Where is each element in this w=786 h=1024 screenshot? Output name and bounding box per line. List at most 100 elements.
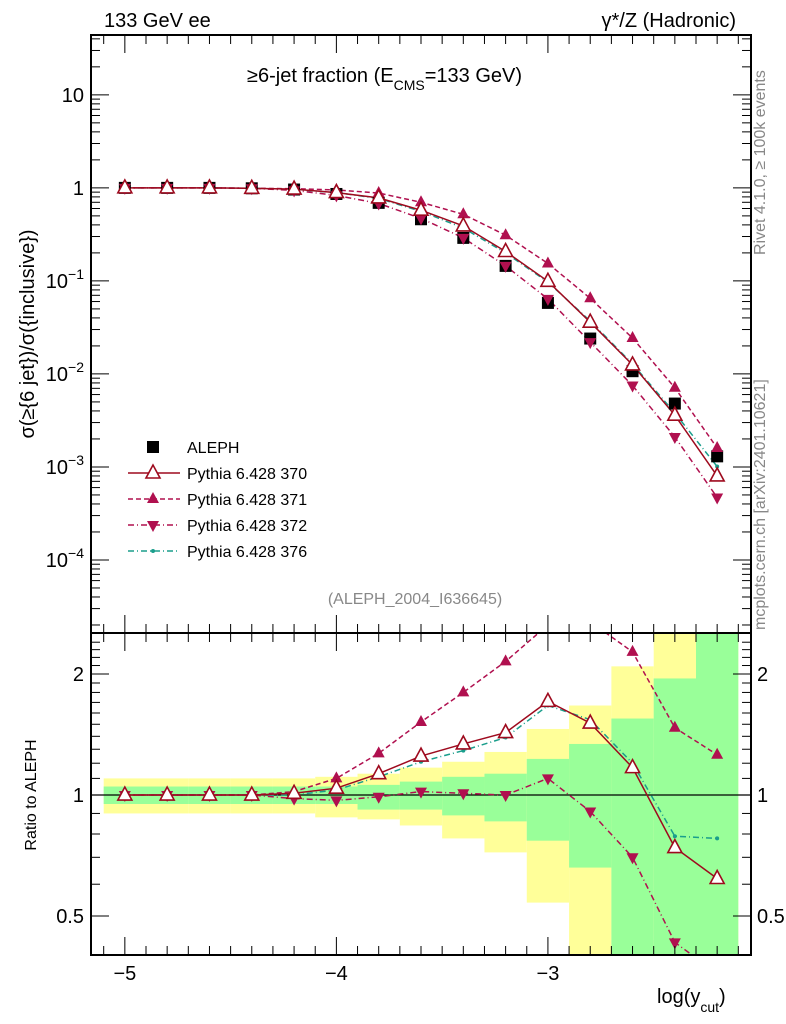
series-line [124,187,718,468]
band-inner-bin [611,718,654,955]
y-tick-label: 1 [73,178,84,200]
y-tick-label: 10 [62,85,84,107]
ratio-y-axis-label: Ratio to ALEPH [23,739,40,850]
ratio-point [581,713,599,729]
series-point [539,271,557,288]
series-point [158,178,176,194]
legend-marker [147,492,159,503]
ratio-point [666,837,684,854]
ratio-line [124,777,694,955]
ratio-tick-label-right: 0.5 [757,906,785,928]
ratio-point [415,714,427,726]
ratio-tick-label: 1 [73,785,84,807]
header-right: γ*/Z (Hadronic) [602,10,736,32]
legend-marker [147,441,159,453]
ratio-point [372,746,385,758]
band-inner-bin [653,678,696,955]
ratio-tick-label: 2 [73,664,84,686]
ratio-point [370,764,388,780]
series-point [708,466,726,482]
series-point [711,440,724,452]
series-point [626,381,639,393]
series-line [124,187,718,449]
ratio-point [499,791,512,803]
series-point [285,179,303,195]
series-point [201,178,218,194]
series-point [415,214,427,226]
ratio-point [626,853,639,865]
ratio-point [415,787,427,799]
ratio-tick-label: 0.5 [56,906,84,928]
ratio-tick-label-right: 2 [757,664,768,686]
legend-label: Pythia 6.428 372 [187,518,307,535]
legend-marker [147,521,159,532]
data-point [668,397,681,410]
legend-label: Pythia 6.428 371 [187,492,307,509]
series-point [541,294,554,306]
header-left: 133 GeV ee [104,10,211,32]
series-point [626,331,639,343]
series-point [457,233,470,245]
series-point [454,216,472,232]
ratio-point [668,938,681,950]
ratio-point [539,691,557,708]
mcplots-label: mcplots.cern.ch [arXiv:2401.10621] [752,379,769,630]
ratio-point [372,792,385,804]
series-point [116,178,134,194]
series-point [328,182,345,199]
ratio-point [497,722,514,739]
ratio-point [457,685,470,697]
ratio-point [328,778,345,794]
ratio-point [715,836,720,841]
series-point [457,207,470,219]
ratio-point [711,969,723,980]
series-point [711,493,724,505]
ratio-point [116,785,134,801]
ratio-bands [103,633,739,955]
ratio-point [584,807,597,819]
x-axis-label: log(ycut) [657,986,726,1015]
ratio-point [285,783,303,800]
ratio-point [158,785,176,801]
main-series [116,178,726,505]
legend-label: Pythia 6.428 376 [187,544,307,561]
plot-title: ≥6-jet fraction (ECMS=133 GeV) [247,65,522,93]
series-point [584,338,597,350]
series-point [584,291,597,303]
data-point [711,450,724,463]
ratio-point [457,789,470,801]
series-line [124,187,718,477]
y-tick-label: 10−4 [46,545,84,572]
legend-marker [151,549,155,553]
ratio-point [541,774,554,786]
axes: −5 −4 −3 10 1 10−1 10−2 10−3 10−4 2 2 1 1 0.5 0.5 [46,34,785,985]
series-point [499,228,512,240]
legend-label: ALEPH [187,440,239,457]
x-tick-label: −3 [537,963,560,985]
x-tick-label: −4 [325,963,348,985]
ratio-point [672,834,677,839]
ratio-point [624,757,641,774]
series-point [370,188,388,204]
series-point [668,432,681,444]
series-point [412,200,430,217]
ratio-point [499,654,512,666]
band-inner-bin [526,758,570,841]
ratio-point [711,747,724,759]
series-point [243,178,261,195]
series-point [541,256,554,268]
ratio-point [626,644,639,656]
band-inner-bin [696,633,739,955]
ratio-point [243,785,261,801]
series-point [581,312,599,328]
legend-marker [144,463,162,479]
rivet-label: Rivet 4.1.0, ≥ 100k events [752,70,769,255]
ratio-point [454,734,472,750]
ratio-point [708,868,726,885]
series-point [497,241,514,258]
ratio-point [412,746,430,762]
series-point [666,405,684,421]
series-point [624,355,641,371]
ratio-tick-label-right: 1 [757,785,768,807]
